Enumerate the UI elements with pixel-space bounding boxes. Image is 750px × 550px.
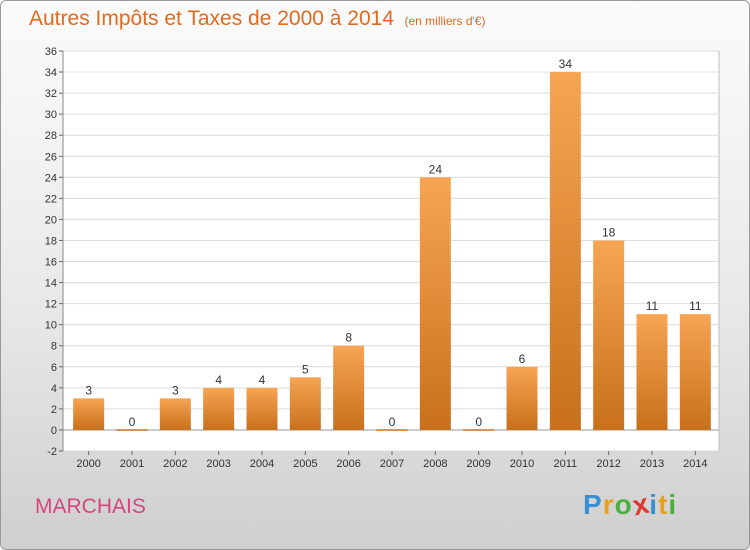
x-tick-label: 2002 bbox=[163, 458, 187, 470]
x-tick-label: 2010 bbox=[510, 458, 534, 470]
data-label: 4 bbox=[215, 373, 222, 387]
y-tick-label: 34 bbox=[45, 67, 57, 79]
y-tick-label: 4 bbox=[51, 383, 57, 395]
y-tick-label: 14 bbox=[45, 278, 57, 290]
data-label: 24 bbox=[429, 162, 443, 176]
x-tick-label: 2005 bbox=[293, 458, 317, 470]
x-tick-label: 2009 bbox=[466, 458, 490, 470]
x-tick-label: 2014 bbox=[683, 458, 707, 470]
logo-letter: t bbox=[658, 489, 669, 520]
proxiti-logo: Proxiti bbox=[583, 488, 678, 522]
bar bbox=[246, 387, 278, 430]
y-tick-label: 22 bbox=[45, 193, 57, 205]
bar bbox=[333, 345, 365, 430]
chart-title: Autres Impôts et Taxes de 2000 à 2014 bbox=[29, 7, 395, 30]
data-label: 6 bbox=[519, 352, 526, 366]
y-tick-label: 18 bbox=[45, 235, 57, 247]
y-tick-label: 2 bbox=[51, 404, 57, 416]
y-tick-label: 8 bbox=[51, 341, 57, 353]
logo-letter: i bbox=[668, 489, 678, 520]
y-tick-label: 16 bbox=[45, 257, 57, 269]
bar bbox=[203, 387, 235, 430]
bar bbox=[506, 366, 538, 430]
bar bbox=[593, 240, 625, 430]
y-tick-label: 30 bbox=[45, 109, 57, 121]
y-tick-label: 36 bbox=[45, 46, 57, 58]
data-label: 0 bbox=[389, 415, 396, 429]
data-label: 5 bbox=[302, 362, 309, 376]
x-tick-label: 2011 bbox=[554, 458, 578, 470]
data-label: 0 bbox=[129, 415, 136, 429]
logo-letter: o bbox=[614, 489, 633, 520]
logo-letter: P bbox=[583, 489, 603, 520]
y-tick-label: 24 bbox=[45, 172, 57, 184]
data-label: 34 bbox=[559, 57, 573, 71]
x-tick-label: 2006 bbox=[336, 458, 360, 470]
y-tick-label: 12 bbox=[45, 299, 57, 311]
y-tick-label: 6 bbox=[51, 362, 57, 374]
bar bbox=[549, 72, 581, 430]
title-area: Autres Impôts et Taxes de 2000 à 2014 (e… bbox=[29, 7, 485, 31]
y-tick-label: 0 bbox=[51, 425, 57, 437]
logo-letter: i bbox=[649, 489, 659, 520]
x-tick-label: 2007 bbox=[380, 458, 404, 470]
y-tick-label: 28 bbox=[45, 130, 57, 142]
y-tick-label: 20 bbox=[45, 214, 57, 226]
bar bbox=[636, 314, 668, 430]
chart-subtitle: (en milliers d'€) bbox=[404, 14, 486, 28]
x-tick-label: 2012 bbox=[596, 458, 620, 470]
x-tick-label: 2003 bbox=[206, 458, 230, 470]
x-tick-label: 2000 bbox=[76, 458, 100, 470]
x-tick-label: 2013 bbox=[640, 458, 664, 470]
y-tick-label: 32 bbox=[45, 88, 57, 100]
y-tick-label: 26 bbox=[45, 151, 57, 163]
x-tick-label: 2008 bbox=[423, 458, 447, 470]
bar bbox=[679, 314, 711, 430]
data-label: 11 bbox=[689, 299, 702, 313]
commune-name: MARCHAIS bbox=[35, 495, 146, 518]
data-label: 11 bbox=[646, 299, 659, 313]
logo-letter: r bbox=[602, 489, 615, 520]
data-label: 8 bbox=[345, 331, 352, 345]
y-tick-label: -2 bbox=[47, 446, 57, 458]
data-label: 3 bbox=[172, 383, 179, 397]
data-label: 4 bbox=[259, 373, 266, 387]
x-tick-label: 2004 bbox=[250, 458, 274, 470]
x-tick-label: 2001 bbox=[120, 458, 144, 470]
y-tick-label: 10 bbox=[45, 320, 57, 332]
bar bbox=[73, 398, 105, 430]
data-label: 3 bbox=[85, 383, 92, 397]
bar bbox=[419, 177, 451, 430]
data-label: 0 bbox=[475, 415, 482, 429]
bar bbox=[289, 377, 321, 430]
bar bbox=[159, 398, 191, 430]
data-label: 18 bbox=[602, 225, 616, 239]
